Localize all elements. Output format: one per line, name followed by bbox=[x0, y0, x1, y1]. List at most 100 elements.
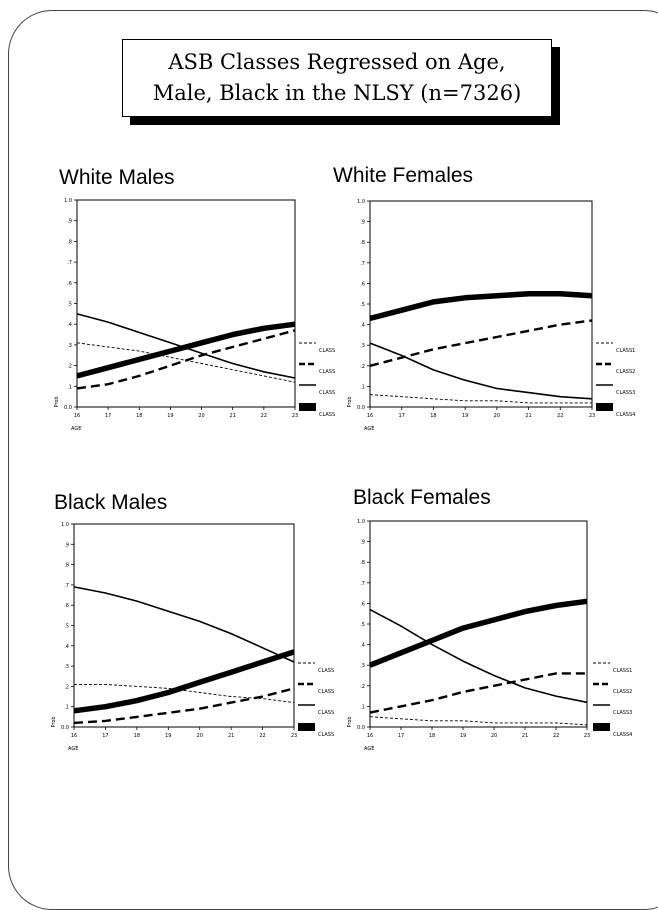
chart-panel-3: 0.0 .1 .2 .3 .4 .5 .6 .7 .8 .9 1.0 16 17 18 19 20 21 22 23… bbox=[347, 519, 632, 752]
series-line-thin-dashed bbox=[369, 716, 588, 726]
y-tick-label: .4 bbox=[67, 322, 72, 328]
x-tick-label: 20 bbox=[491, 733, 497, 739]
series-line-bold bbox=[73, 649, 295, 714]
series-line-solid bbox=[369, 342, 593, 400]
y-tick-label: .5 bbox=[360, 622, 365, 628]
y-tick-label: .2 bbox=[64, 684, 69, 690]
slide-title: ASB Classes Regressed on Age, Male, Blac… bbox=[122, 39, 552, 117]
x-tick-label: 19 bbox=[167, 413, 173, 419]
y-tick-label: .4 bbox=[360, 643, 365, 649]
y-tick-label: .3 bbox=[64, 664, 69, 670]
x-tick-label: 23 bbox=[292, 413, 298, 419]
x-tick-label: 20 bbox=[494, 413, 500, 419]
y-tick-label: .4 bbox=[360, 323, 365, 329]
x-tick-label: 18 bbox=[136, 413, 142, 419]
series-line-solid bbox=[73, 586, 295, 663]
y-tick-label: .9 bbox=[64, 542, 69, 548]
y-tick-label: 0.0 bbox=[357, 405, 365, 411]
y-tick-label: .4 bbox=[64, 644, 69, 650]
y-tick-label: 0.0 bbox=[61, 725, 69, 731]
x-tick-label: 21 bbox=[522, 733, 528, 739]
x-tick-label: 21 bbox=[525, 413, 531, 419]
series-line-bold bbox=[76, 321, 296, 379]
legend-label: CLASS3 bbox=[613, 710, 632, 716]
x-tick-label: 20 bbox=[198, 413, 204, 419]
y-tick-label: .5 bbox=[67, 302, 72, 308]
y-tick-label: .8 bbox=[67, 239, 72, 245]
y-tick-label: .2 bbox=[67, 364, 72, 370]
y-tick-label: .9 bbox=[360, 540, 365, 546]
y-tick-label: .9 bbox=[67, 219, 72, 225]
y-tick-label: .9 bbox=[360, 220, 365, 226]
y-tick-label: 0.0 bbox=[357, 725, 365, 731]
y-tick-label: .2 bbox=[360, 364, 365, 370]
series-line-bold bbox=[368, 598, 588, 668]
x-axis-label: AGE bbox=[364, 746, 374, 752]
x-tick-label: 22 bbox=[261, 413, 267, 419]
x-tick-label: 21 bbox=[230, 413, 236, 419]
panel-title-white-females: White Females bbox=[333, 164, 474, 187]
y-tick-label: .7 bbox=[360, 581, 365, 587]
series-line-solid bbox=[369, 608, 588, 704]
legend-label: CLASS bbox=[319, 390, 335, 396]
chart-panel-2: 0.0 .1 .2 .3 .4 .5 .6 .7 .8 .9 1.0 16 17 18 19 20 21 22 23… bbox=[51, 522, 334, 752]
legend-label: CLASS4 bbox=[613, 732, 632, 738]
legend-label: CLASS bbox=[319, 348, 335, 354]
legend-label: CLASS bbox=[318, 689, 334, 695]
x-tick-label: 20 bbox=[197, 733, 203, 739]
legend-label: CLASS1 bbox=[613, 668, 632, 674]
panel-title-white-males: White Males bbox=[59, 166, 175, 189]
y-tick-label: .5 bbox=[360, 302, 365, 308]
x-tick-label: 17 bbox=[398, 733, 404, 739]
legend-label: CLASS bbox=[318, 710, 334, 716]
x-tick-label: 17 bbox=[102, 733, 108, 739]
title-line-1: ASB Classes Regressed on Age, bbox=[168, 50, 506, 74]
y-tick-label: .1 bbox=[64, 705, 69, 711]
y-tick-label: .7 bbox=[67, 260, 72, 266]
legend-label: CLASS bbox=[319, 412, 335, 418]
x-tick-label: 21 bbox=[228, 733, 234, 739]
x-tick-label: 16 bbox=[367, 733, 373, 739]
y-axis-label: Prob bbox=[51, 716, 57, 727]
x-tick-label: 22 bbox=[553, 733, 559, 739]
y-tick-label: .1 bbox=[67, 384, 72, 390]
x-tick-label: 16 bbox=[71, 733, 77, 739]
panel-title-black-males: Black Males bbox=[54, 491, 168, 514]
plot-frame bbox=[76, 199, 296, 408]
legend-label: CLASS bbox=[319, 369, 335, 375]
y-tick-label: .6 bbox=[64, 603, 69, 609]
title-line-2: Male, Black in the NLSY (n=7326) bbox=[152, 81, 522, 105]
x-tick-label: 23 bbox=[589, 413, 595, 419]
legend-label: CLASS bbox=[318, 668, 334, 674]
y-tick-label: .5 bbox=[64, 624, 69, 630]
y-tick-label: .8 bbox=[360, 560, 365, 566]
y-tick-label: .1 bbox=[360, 704, 365, 710]
y-axis-label: Prob bbox=[347, 396, 353, 407]
y-axis-label: Prob bbox=[54, 396, 60, 407]
x-tick-label: 22 bbox=[259, 733, 265, 739]
x-axis-label: AGE bbox=[68, 746, 78, 752]
y-tick-label: 1.0 bbox=[357, 199, 365, 205]
chart-canvas: 0.0 .1 .2 .3 .4 .5 .6 .7 .8 .9 1.0 16 17 18 19 20 21 22 23… bbox=[51, 198, 635, 752]
x-tick-label: 23 bbox=[291, 733, 297, 739]
x-tick-label: 23 bbox=[584, 733, 590, 739]
series-line-thick-dashed bbox=[369, 319, 593, 367]
x-tick-label: 17 bbox=[105, 413, 111, 419]
y-tick-label: .7 bbox=[360, 261, 365, 267]
series-line-thick-dashed bbox=[369, 672, 587, 714]
legend-label: CLASS4 bbox=[616, 412, 635, 418]
x-tick-label: 18 bbox=[134, 733, 140, 739]
legend-label: CLASS2 bbox=[613, 689, 632, 695]
chart-panel-0: 0.0 .1 .2 .3 .4 .5 .6 .7 .8 .9 1.0 16 17 18 19 20 21 22 23… bbox=[54, 198, 335, 432]
chart-panel-1: 0.0 .1 .2 .3 .4 .5 .6 .7 .8 .9 1.0 16 17 18 19 20 21 22 23… bbox=[347, 199, 635, 432]
y-tick-label: .3 bbox=[360, 343, 365, 349]
y-tick-label: 1.0 bbox=[64, 198, 72, 204]
series-line-thin-dashed bbox=[369, 394, 592, 404]
y-tick-label: .3 bbox=[67, 343, 72, 349]
plot-frame bbox=[369, 200, 593, 408]
x-axis-label: AGE bbox=[364, 426, 374, 432]
x-tick-label: 16 bbox=[74, 413, 80, 419]
x-tick-label: 19 bbox=[462, 413, 468, 419]
y-tick-label: .6 bbox=[360, 281, 365, 287]
y-tick-label: .8 bbox=[64, 563, 69, 569]
